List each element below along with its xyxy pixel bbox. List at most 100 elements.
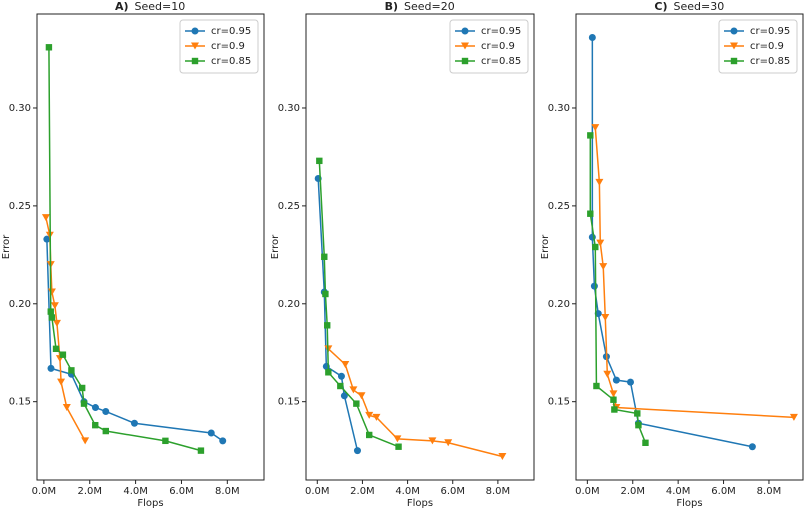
y-tick-label: 0.15 [548, 397, 570, 408]
marker [498, 453, 507, 461]
panel-label: B) [385, 0, 398, 13]
marker [393, 435, 402, 443]
x-tick-label: 4.0M [395, 486, 420, 497]
x-axis-label: Flops [676, 498, 702, 509]
legend-label: cr=0.95 [750, 26, 790, 37]
y-tick-label: 0.15 [9, 397, 31, 408]
x-tick-label: 0.0M [32, 486, 57, 497]
marker [162, 437, 169, 445]
marker [642, 439, 649, 446]
marker [91, 404, 99, 412]
legend-box [179, 19, 259, 74]
marker [748, 443, 756, 451]
x-tick-label: 6.0M [169, 486, 194, 497]
x-axis-label: Flops [137, 498, 163, 509]
marker [587, 132, 594, 139]
marker [130, 419, 138, 427]
marker [68, 367, 75, 374]
marker [610, 396, 617, 403]
marker [47, 308, 54, 315]
marker [324, 322, 331, 329]
marker [353, 447, 361, 455]
legend-box [449, 19, 529, 74]
marker [357, 392, 366, 400]
y-axis-label: Error [540, 234, 551, 259]
marker [80, 400, 88, 407]
marker [395, 443, 402, 450]
marker [45, 44, 53, 51]
plot-frame [305, 13, 535, 481]
marker [601, 313, 610, 321]
marker [52, 319, 61, 327]
marker [316, 157, 323, 165]
x-tick-label: 6.0M [440, 486, 465, 497]
chart-title: Seed=30 [674, 0, 725, 13]
marker [92, 421, 99, 429]
y-tick-label: 0.15 [278, 397, 300, 408]
y-tick-label: 0.20 [548, 299, 570, 310]
y-tick-label: 0.30 [9, 103, 31, 114]
marker [43, 235, 51, 243]
marker [78, 384, 86, 392]
marker [50, 302, 59, 310]
y-tick-label: 0.30 [548, 103, 570, 114]
chart-title: Seed=10 [135, 0, 186, 13]
x-tick-label: 4.0M [123, 486, 148, 497]
marker [219, 437, 227, 445]
y-tick-label: 0.20 [9, 299, 31, 310]
x-tick-label: 6.0M [711, 486, 736, 497]
plot-frame [36, 13, 265, 481]
marker [587, 210, 594, 217]
legend-label: cr=0.85 [750, 56, 790, 67]
x-tick-label: 8.0M [757, 486, 782, 497]
legend-label: cr=0.9 [750, 41, 784, 52]
marker [611, 406, 618, 413]
series-line [317, 178, 359, 451]
marker [102, 427, 109, 435]
marker [349, 386, 358, 394]
marker [207, 429, 215, 437]
marker [321, 253, 328, 260]
marker [81, 437, 90, 445]
marker [52, 345, 60, 353]
marker [337, 382, 344, 390]
y-tick-label: 0.25 [278, 201, 300, 212]
marker [596, 239, 605, 247]
y-tick-label: 0.25 [9, 201, 31, 212]
marker [603, 370, 612, 378]
marker [197, 447, 205, 454]
marker [599, 263, 608, 271]
marker [191, 27, 199, 35]
marker [609, 390, 618, 398]
x-axis-label: Flops [407, 498, 433, 509]
marker [591, 124, 600, 132]
marker [634, 410, 641, 417]
marker [372, 413, 381, 421]
marker [590, 282, 598, 290]
x-tick-label: 2.0M [620, 486, 645, 497]
chart-title: Seed=20 [404, 0, 455, 13]
marker [592, 243, 599, 251]
marker [428, 437, 437, 445]
marker [595, 178, 604, 186]
y-axis-label: Error [1, 234, 12, 259]
y-tick-label: 0.25 [548, 201, 570, 212]
marker [353, 400, 360, 407]
marker [730, 42, 738, 50]
marker [461, 57, 469, 65]
marker [337, 372, 345, 380]
marker [325, 369, 332, 376]
marker [593, 382, 600, 390]
marker [57, 378, 66, 386]
marker [191, 57, 199, 65]
marker [340, 392, 348, 400]
marker [635, 421, 642, 429]
marker [612, 376, 620, 384]
y-tick-label: 0.30 [278, 103, 300, 114]
x-tick-label: 8.0M [215, 486, 240, 497]
plot-frame [575, 13, 804, 481]
legend-label: cr=0.9 [481, 41, 515, 52]
marker [588, 33, 596, 41]
marker [730, 57, 738, 65]
